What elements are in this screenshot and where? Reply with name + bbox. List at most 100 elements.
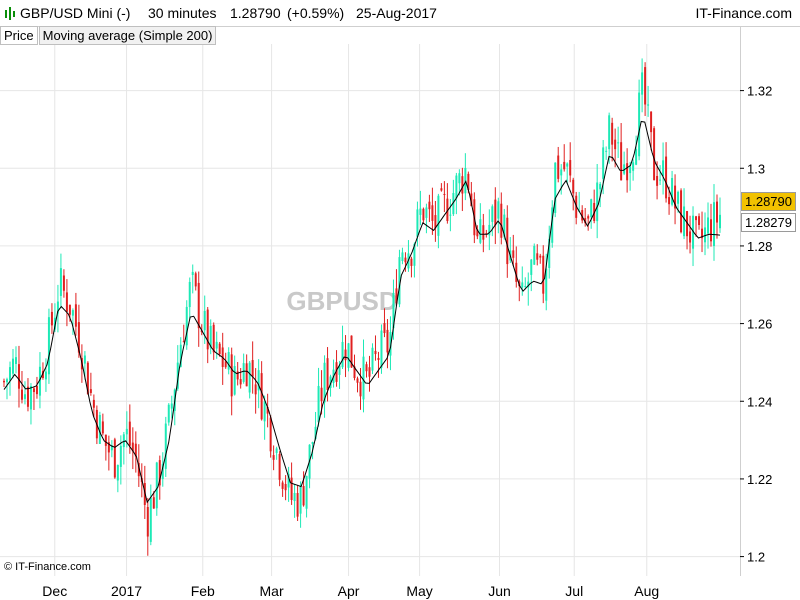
candle-body [449,214,452,216]
candle-body [503,214,506,237]
candle-body [623,164,626,174]
candle-body [119,445,122,467]
candle-body [14,357,17,364]
candle-body [515,262,518,282]
ma-price-badge: 1.28279 [741,213,796,232]
candle-body [686,211,689,237]
last-price-badge: 1.28790 [741,192,796,211]
candle-body [185,306,188,346]
candle-body [212,324,215,353]
x-tick-label: Jun [488,583,511,599]
candle-body [398,257,401,305]
candle-body [203,310,206,331]
candle-body [674,185,677,209]
candle-body [362,356,365,400]
candle-body [440,188,443,191]
candle-body [326,358,329,390]
candle-body [245,363,248,387]
candle-body [626,163,629,181]
candle-body [404,257,407,263]
interval-label: 30 minutes [148,5,217,21]
candle-body [635,149,638,165]
candle-body [431,205,434,221]
candle-body [647,104,650,106]
candle-body [320,387,323,402]
x-tick-label: Feb [191,583,215,599]
candle-body [161,463,164,480]
candle-body [17,364,20,389]
watermark-text: GBPUSD [286,286,397,316]
candle-body [41,371,44,379]
legend-moving-average[interactable]: Moving average (Simple 200) [38,25,217,45]
candle-body [659,179,662,181]
candle-body [134,443,137,457]
candle-body [470,193,473,207]
candle-body [227,352,230,370]
candle-body [704,227,707,243]
candle-body [254,384,257,395]
candle-body [146,507,149,537]
candle-body [533,245,536,265]
candle-body [293,492,296,502]
candle-body [209,325,212,348]
candle-body [8,367,11,381]
candle-body [527,281,530,288]
candle-body [545,268,548,301]
candle-body [530,259,533,275]
candle-body [11,358,14,374]
candle-body [677,191,680,204]
candle-body [335,362,338,382]
candle-body [353,366,356,379]
candle-body [548,238,551,269]
candle-body [86,362,89,395]
candle-body [47,317,50,375]
candle-body [617,142,620,144]
candle-body [386,329,389,353]
candle-body [437,195,440,236]
candle-body [443,193,446,195]
candle-body [389,332,392,356]
candle-body [596,182,599,222]
candle-body [458,173,461,184]
candle-body [71,310,74,316]
candle-body [491,206,494,222]
date-label: 25-Aug-2017 [356,5,437,21]
candle-body [215,341,218,349]
candle-body [257,370,260,391]
candle-body [182,341,185,343]
candle-body [620,142,623,181]
legend-price[interactable]: Price [0,25,38,45]
candle-body [68,304,71,315]
candle-body [20,389,23,400]
candle-body [344,349,347,361]
candle-body [560,169,563,176]
candle-body [113,439,116,478]
plot-area [0,26,741,576]
candle-body [56,301,59,314]
candle-body [587,216,590,219]
candle-body [32,388,35,393]
candle-body [338,365,341,375]
candle-body [551,207,554,243]
candle-body [272,455,275,460]
candle-body [554,162,557,213]
candle-body [248,362,251,393]
candle-body [368,367,371,377]
legend-bar: Price Moving average (Simple 200) [0,25,217,45]
candle-body [650,111,653,133]
candle-body [218,343,221,355]
candle-body [311,442,314,444]
candle-body [455,175,458,199]
candle-body [566,163,569,167]
candle-body [206,309,209,350]
candle-body [584,218,587,223]
candle-body [461,176,464,194]
candle-body [512,250,515,258]
candle-body [485,233,488,235]
candle-body [3,380,5,383]
candle-body [164,423,167,469]
candle-body [716,201,719,223]
candle-body [230,354,233,397]
change-label: (+0.59%) [287,5,345,21]
candle-body [284,484,287,491]
